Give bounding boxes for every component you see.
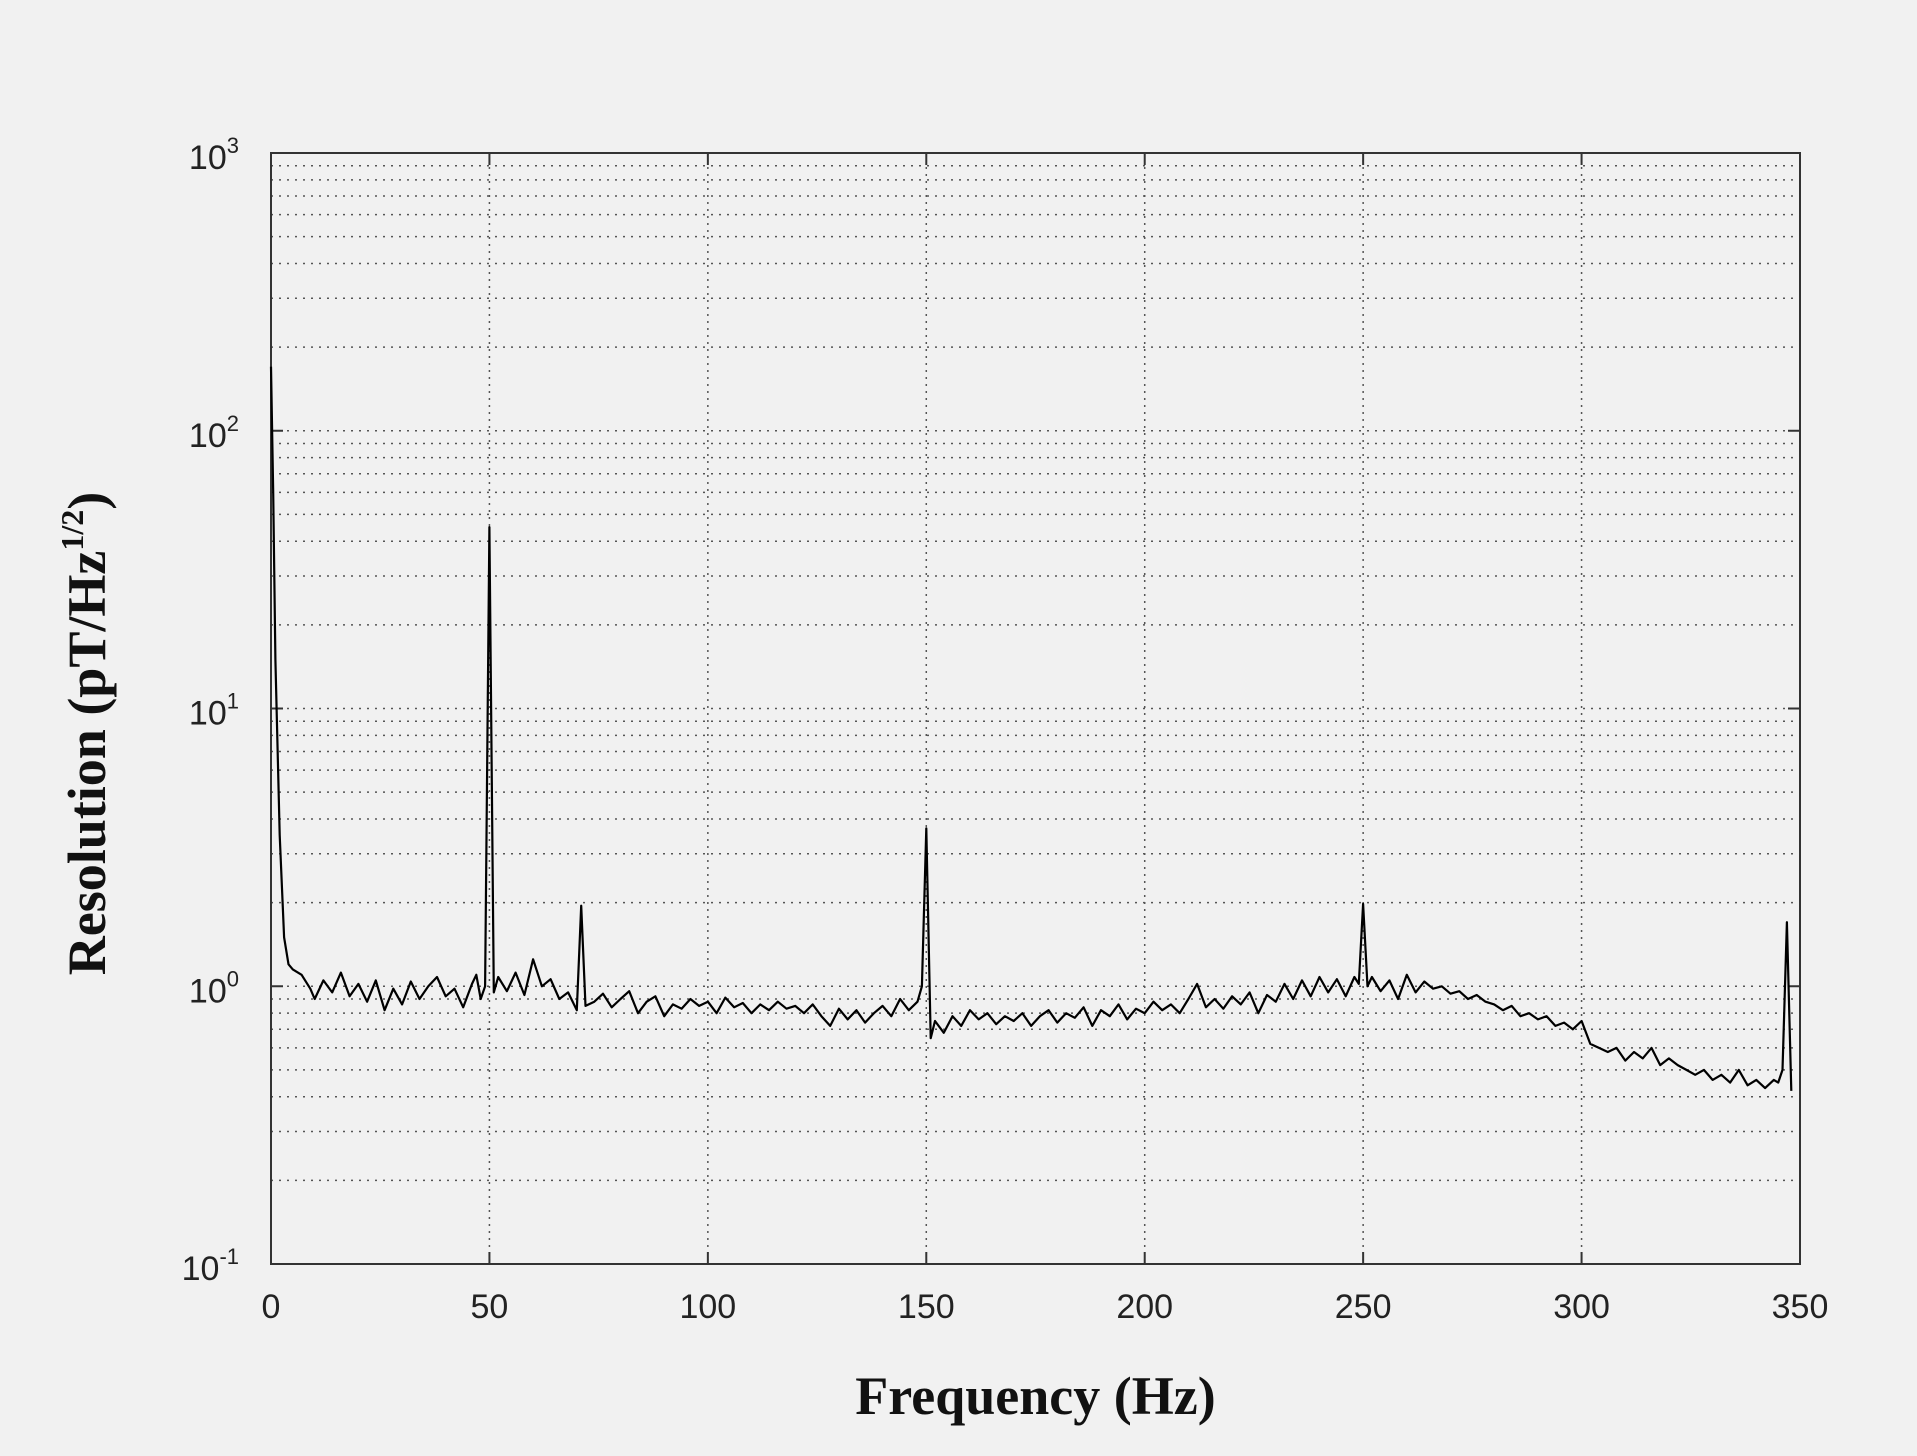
axis-ticks bbox=[270, 153, 1801, 1264]
y-axis-title: Resolution (pT/Hz1/2) bbox=[54, 492, 117, 975]
y-tick-label-base: 10 bbox=[189, 695, 227, 733]
y-tick-label-exponent: -1 bbox=[219, 1244, 239, 1269]
y-tick-label-base: 10 bbox=[189, 417, 227, 455]
y-tick-label-exponent: 2 bbox=[227, 411, 239, 436]
y-tick-label: 103 bbox=[189, 133, 239, 177]
y-tick-label: 10-1 bbox=[182, 1244, 239, 1288]
y-axis-title-close: ) bbox=[57, 492, 117, 510]
y-tick-label: 100 bbox=[189, 966, 239, 1010]
x-tick-label: 300 bbox=[1553, 1288, 1610, 1326]
y-axis-title-base: Resolution (pT/Hz bbox=[57, 551, 117, 976]
y-tick-label-exponent: 3 bbox=[227, 133, 239, 158]
x-tick-label: 50 bbox=[471, 1288, 509, 1326]
series-layer bbox=[269, 366, 1793, 1091]
x-tick-label: 350 bbox=[1772, 1288, 1829, 1326]
x-tick-label: 250 bbox=[1335, 1288, 1392, 1326]
x-tick-label: 150 bbox=[898, 1288, 955, 1326]
plot-frame bbox=[270, 152, 1801, 1265]
grid bbox=[271, 153, 1800, 1264]
y-tick-label-base: 10 bbox=[182, 1250, 220, 1288]
series-line bbox=[269, 366, 1793, 1091]
y-tick-label: 102 bbox=[189, 411, 239, 455]
y-tick-label-exponent: 0 bbox=[227, 966, 239, 991]
y-tick-label-exponent: 1 bbox=[227, 689, 239, 714]
x-tick-label: 100 bbox=[679, 1288, 736, 1326]
y-tick-label-base: 10 bbox=[189, 139, 227, 177]
x-tick-label: 200 bbox=[1116, 1288, 1173, 1326]
y-tick-label: 101 bbox=[189, 689, 239, 733]
y-tick-label-base: 10 bbox=[189, 972, 227, 1010]
y-axis-title-exponent: 1/2 bbox=[54, 510, 90, 551]
x-tick-label: 0 bbox=[262, 1288, 281, 1326]
x-axis-title: Frequency (Hz) bbox=[855, 1366, 1215, 1426]
